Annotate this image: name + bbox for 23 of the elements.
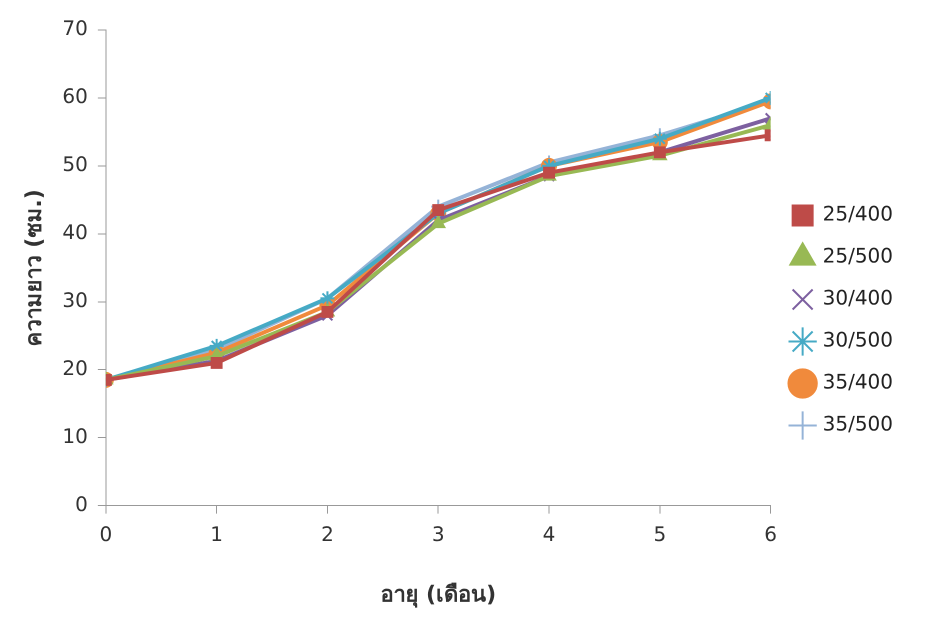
y-tick-label: 60 [62,84,88,108]
y-tick-label: 0 [75,492,88,516]
x-tick-label: 0 [99,522,112,546]
y-tick-label: 50 [62,152,88,176]
x-tick-label: 6 [764,522,778,546]
y-tick-label: 70 [62,16,88,40]
x-tick-label: 5 [653,522,666,546]
legend-label: 30/500 [822,328,894,352]
legend-label: 35/400 [822,370,894,394]
y-tick-label: 10 [62,424,88,448]
x-axis-title: อายุ (เดือน) [380,582,496,609]
y-axis-title: ความยาว (ซม.) [22,189,47,346]
y-tick-label: 20 [62,356,88,380]
legend-label: 25/500 [822,244,894,268]
y-tick-label: 30 [62,288,88,312]
legend-label: 35/500 [822,412,894,436]
x-tick-label: 4 [542,522,556,546]
legend-label: 25/400 [822,202,894,226]
legend-label: 30/400 [822,286,894,310]
x-tick-label: 1 [210,522,224,546]
x-tick-label: 3 [432,522,445,546]
x-tick-label: 2 [321,522,334,546]
y-tick-label: 40 [62,220,88,244]
